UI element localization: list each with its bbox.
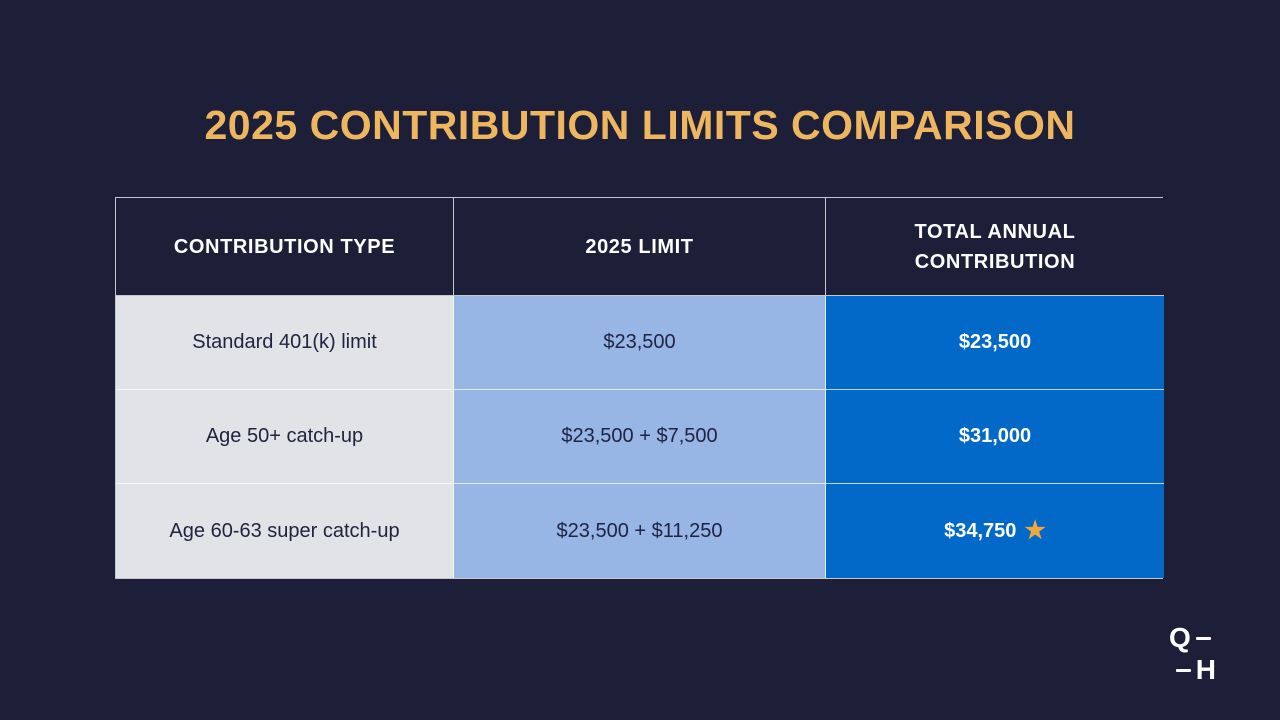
contribution-limits-table: CONTRIBUTION TYPE 2025 LIMIT TOTAL ANNUA… [115, 197, 1164, 579]
total-value: $23,500 [958, 331, 1032, 353]
column-header-label: 2025 LIMIT [585, 235, 694, 258]
table-row-2-type-cell: Age 50+ catch-up [116, 390, 454, 484]
limit-value: $23,500 [603, 331, 676, 353]
column-header-total-annual: TOTAL ANNUAL CONTRIBUTION [826, 198, 1164, 296]
contribution-type-value: Age 60-63 super catch-up [169, 519, 400, 542]
table-row-2-total-cell: $31,000 [826, 390, 1164, 484]
total-value: $31,000 [958, 425, 1032, 447]
column-header-label: TOTAL ANNUAL CONTRIBUTION [914, 220, 1076, 273]
table-row-1-total-cell: $23,500 [826, 296, 1164, 390]
page-title: 2025 CONTRIBUTION LIMITS COMPARISON [204, 102, 1076, 148]
logo-dash-icon [1175, 668, 1191, 672]
total-value: $34,750 [944, 519, 1017, 542]
star-icon: ★ [1024, 517, 1046, 544]
column-header-contribution-type: CONTRIBUTION TYPE [116, 198, 454, 296]
limit-value: $23,500 + $11,250 [556, 519, 723, 542]
table-row-3-type-cell: Age 60-63 super catch-up [116, 484, 454, 578]
logo-letter-q: Q [1168, 622, 1191, 653]
contribution-type-value: Age 50+ catch-up [205, 425, 364, 447]
table-row-3-limit-cell: $23,500 + $11,250 [454, 484, 826, 578]
column-header-label: CONTRIBUTION TYPE [173, 235, 396, 258]
table-row-3-total-cell: $34,750 ★ [826, 484, 1164, 578]
contribution-type-value: Standard 401(k) limit [192, 331, 377, 353]
table-row-1-type-cell: Standard 401(k) limit [116, 296, 454, 390]
table-row-1-limit-cell: $23,500 [454, 296, 826, 390]
logo-letter-h: H [1195, 654, 1216, 685]
limit-value: $23,500 + $7,500 [561, 425, 718, 447]
column-header-2025-limit: 2025 LIMIT [454, 198, 826, 296]
brand-logo: Q H [1169, 624, 1216, 684]
table-row-2-limit-cell: $23,500 + $7,500 [454, 390, 826, 484]
logo-dash-icon [1195, 636, 1211, 640]
